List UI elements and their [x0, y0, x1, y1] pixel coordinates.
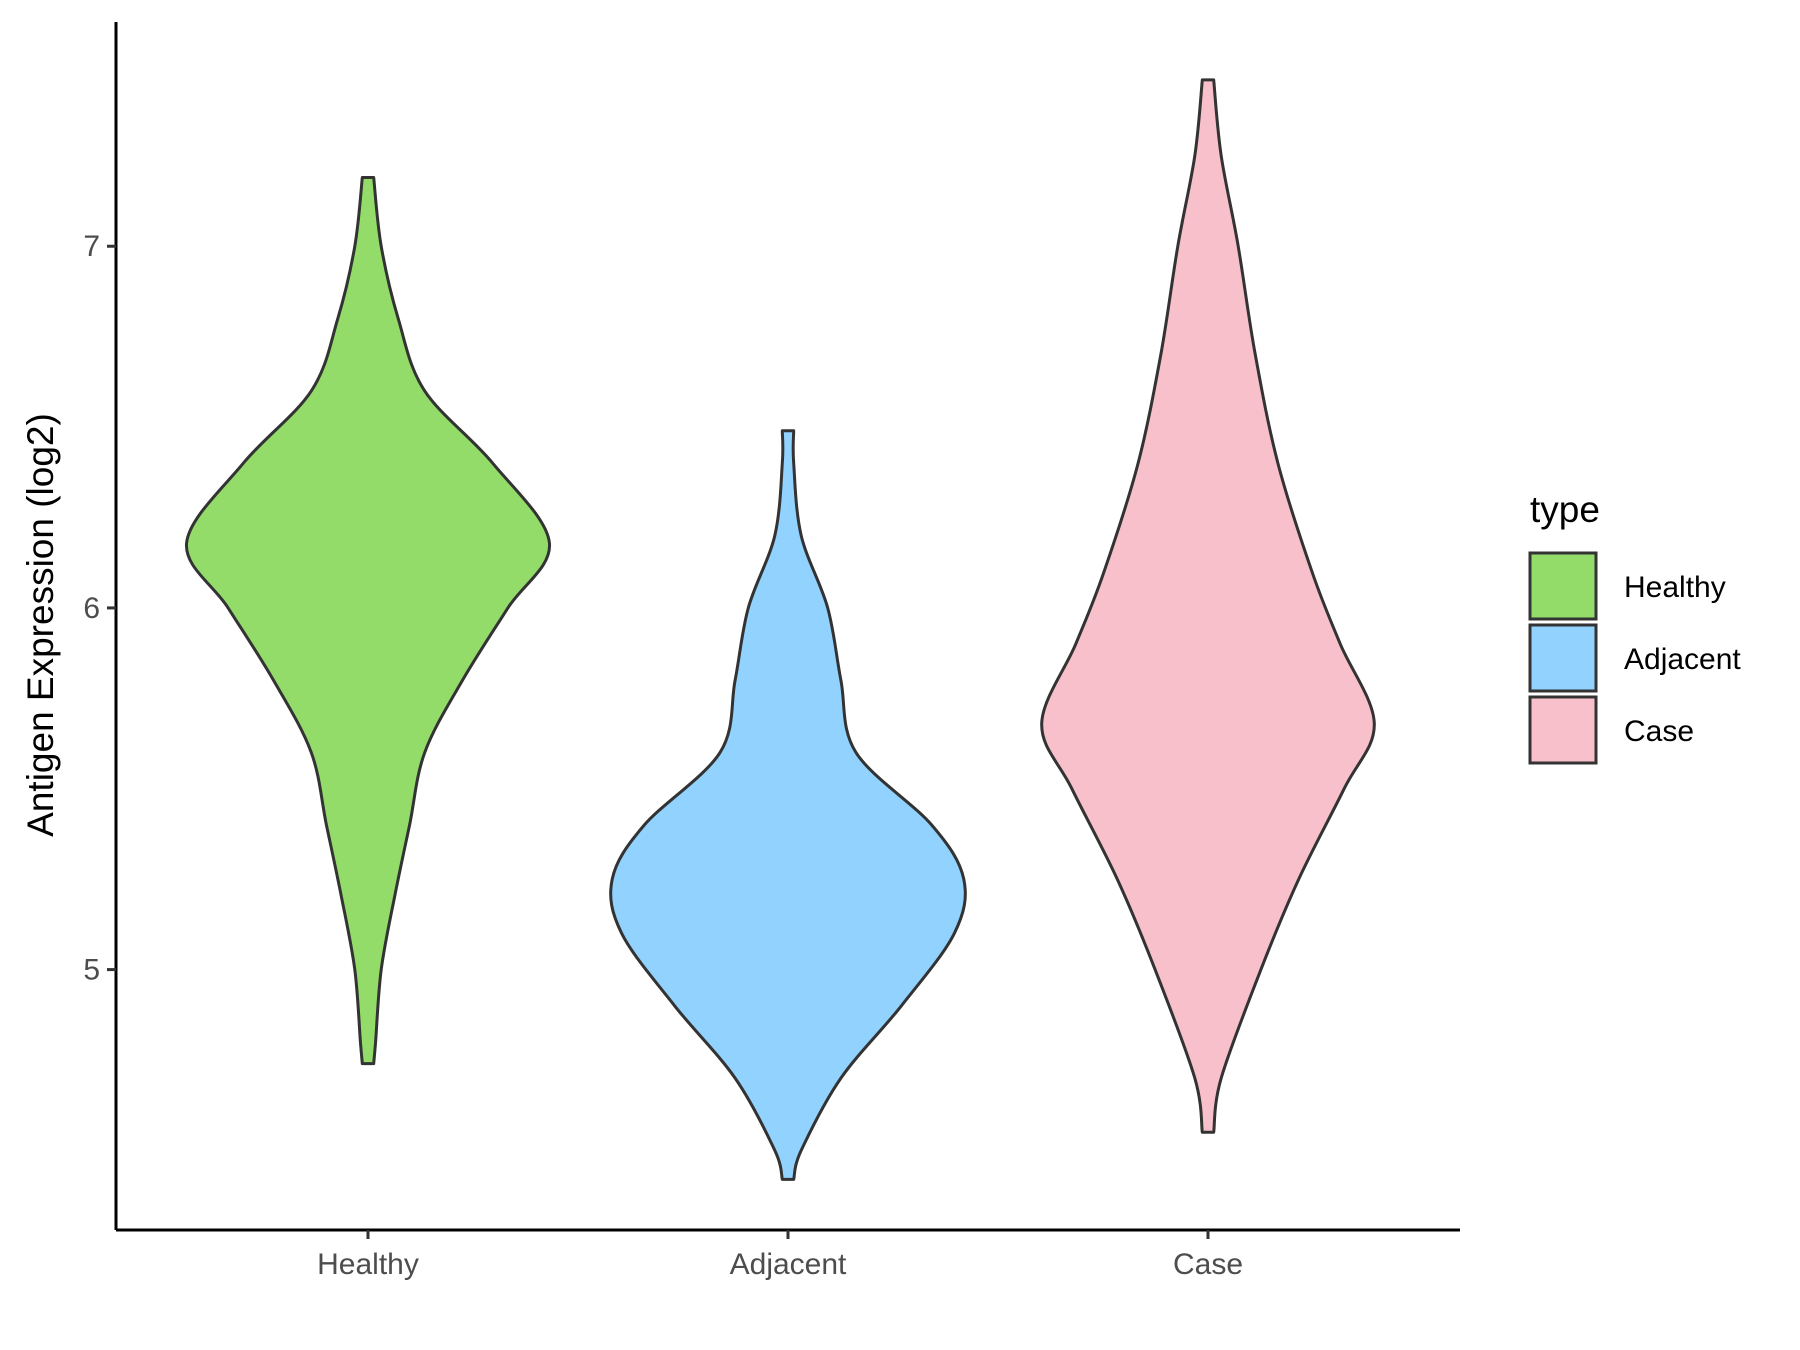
- legend-label-case: Case: [1624, 715, 1694, 748]
- legend-items: Healthy Adjacent Case: [1528, 551, 1741, 765]
- violin-adjacent: [609, 429, 967, 1181]
- x-ticks: Healthy Adjacent Case: [317, 1230, 1243, 1281]
- x-tick-label-case: Case: [1173, 1248, 1243, 1281]
- y-ticks: 5 6 7: [83, 230, 116, 987]
- legend-item-adjacent: Adjacent: [1528, 623, 1741, 693]
- legend-item-case: Case: [1528, 695, 1694, 765]
- x-tick-label-adjacent: Adjacent: [730, 1248, 847, 1281]
- legend: type Healthy Adjacent Case: [1528, 489, 1741, 765]
- violins-layer: [185, 78, 1376, 1181]
- legend-label-adjacent: Adjacent: [1624, 643, 1741, 676]
- violin-case: [1040, 78, 1376, 1134]
- legend-label-healthy: Healthy: [1624, 571, 1726, 604]
- y-tick-label: 6: [83, 592, 100, 625]
- legend-item-healthy: Healthy: [1528, 551, 1726, 621]
- violin-healthy: [185, 176, 551, 1066]
- legend-swatch-adjacent: [1528, 623, 1598, 693]
- legend-swatch-case: [1528, 695, 1598, 765]
- y-tick-label: 7: [83, 230, 100, 263]
- legend-title: type: [1530, 489, 1600, 530]
- legend-swatch-healthy: [1528, 551, 1598, 621]
- y-tick-label: 5: [83, 954, 100, 987]
- y-axis-title: Antigen Expression (log2): [20, 413, 61, 837]
- x-tick-label-healthy: Healthy: [317, 1248, 419, 1281]
